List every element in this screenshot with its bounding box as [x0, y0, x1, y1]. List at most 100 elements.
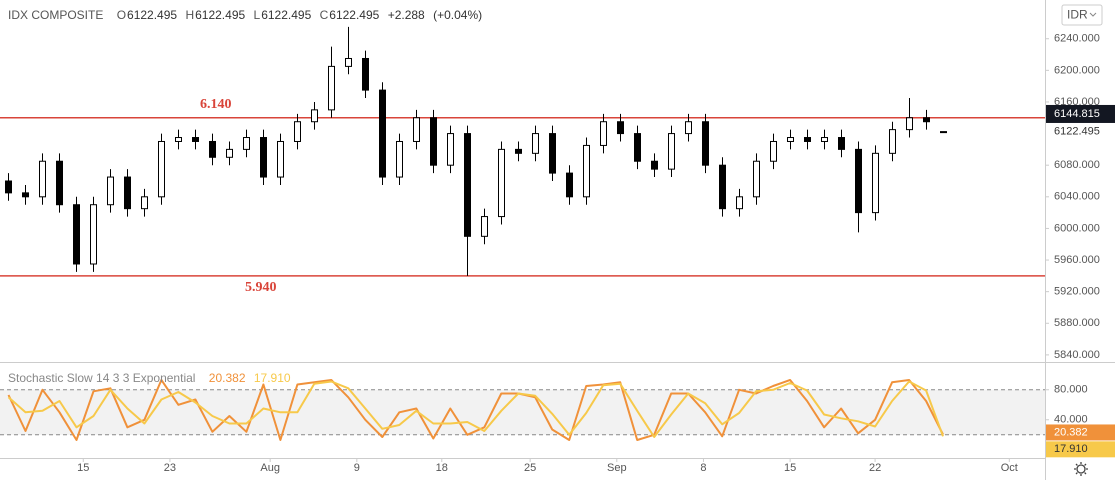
currency-selector[interactable]: [1061, 4, 1103, 26]
x-tick-label: Aug: [260, 462, 280, 474]
candle-body: [753, 160, 760, 198]
candle-body: [141, 196, 148, 210]
ohlc-letter: H: [185, 8, 195, 22]
y-tick-label: 80.000: [1054, 384, 1088, 396]
x-tick-label: 9: [354, 462, 360, 474]
candle-body: [940, 131, 947, 134]
settings-icon[interactable]: [1074, 462, 1088, 476]
candle-body: [311, 109, 318, 123]
y-tick-label: 6240.000: [1054, 33, 1100, 45]
price-marker-label: 6144.815: [1054, 108, 1100, 120]
currency[interactable]: IDR: [1067, 8, 1088, 22]
last-value-label: 20.382: [1054, 426, 1088, 438]
candle-body: [736, 196, 743, 210]
y-tick-label: 6040.000: [1054, 191, 1100, 203]
candle-body: [5, 180, 12, 194]
candle-body: [583, 144, 590, 198]
indicator-line: [7, 380, 944, 438]
candle-body: [719, 164, 726, 210]
candle-body: [889, 129, 896, 154]
last-price-box: [1046, 123, 1115, 140]
candle-body: [549, 133, 556, 174]
y-tick-label: 5840.000: [1054, 349, 1100, 361]
candle-body: [430, 117, 437, 166]
candle-body: [447, 133, 454, 166]
y-tick-label: 6200.000: [1054, 64, 1100, 76]
band-fill: [0, 389, 1045, 435]
candle-body: [685, 121, 692, 135]
change-percent: (+0.04%): [433, 8, 483, 22]
y-tick-label: 6080.000: [1054, 159, 1100, 171]
ohlc-value: 6122.495: [127, 8, 178, 22]
candle-body: [787, 137, 794, 142]
candle-body: [532, 133, 539, 154]
last-value-label: 17.910: [1054, 443, 1088, 455]
candle-body: [226, 148, 233, 158]
level-label: 6.140: [200, 97, 232, 112]
candle-body: [73, 204, 80, 265]
candle-body: [413, 117, 420, 142]
candle-body: [56, 160, 63, 206]
candle-body: [651, 160, 658, 170]
candle-body: [838, 137, 845, 150]
candle-body: [923, 117, 930, 123]
candle-body: [498, 148, 505, 218]
indicator-title: Stochastic Slow 14 3 3 Exponential: [8, 371, 196, 385]
candle-body: [22, 192, 29, 198]
candle-body: [668, 133, 675, 170]
candle-body: [362, 57, 369, 91]
ohlc-letter: O: [116, 8, 127, 22]
y-tick-label: 40.000: [1054, 414, 1088, 426]
last-price-label: 6122.495: [1054, 126, 1100, 138]
x-tick-label: 25: [524, 462, 536, 474]
candle-body: [90, 204, 97, 265]
candle-body: [379, 89, 386, 178]
plot-area: 6.140 5.940: [0, 26, 1045, 441]
x-tick-label: Sep: [607, 462, 627, 474]
candle-body: [260, 137, 267, 178]
candle-body: [617, 121, 624, 135]
candle-body: [821, 137, 828, 142]
candle-body: [634, 133, 641, 162]
d-value: 17.910: [253, 371, 291, 385]
y-tick-label: 5960.000: [1054, 254, 1100, 266]
y-tick-label: 6000.000: [1054, 222, 1100, 234]
candle-body: [175, 137, 182, 142]
ohlc-value: 6122.495: [261, 8, 312, 22]
candle-body: [39, 160, 46, 198]
candle-body: [209, 140, 216, 158]
candle-body: [464, 133, 471, 237]
x-tick-label: 15: [77, 462, 89, 474]
last-value-box: [1046, 441, 1115, 458]
candle-body: [855, 148, 862, 214]
candle-body: [702, 121, 709, 166]
candle-body: [515, 148, 522, 154]
x-tick-label: 18: [436, 462, 448, 474]
k-value: 20.382: [208, 371, 246, 385]
candle-body: [243, 137, 250, 150]
indicator-header: Stochastic Slow 14 3 3 Exponential 20.38…: [8, 371, 296, 385]
candle-body: [481, 216, 488, 237]
candle-body: [396, 140, 403, 178]
candle-body: [906, 117, 913, 131]
x-tick-label: 22: [869, 462, 881, 474]
price-marker-box: [1046, 104, 1115, 123]
candle-body: [192, 137, 199, 142]
x-tick-label: 23: [164, 462, 176, 474]
y-tick-label: 5920.000: [1054, 286, 1100, 298]
y-tick-label: 6160.000: [1054, 96, 1100, 108]
candle-body: [600, 121, 607, 146]
ohlc-value: 6122.495: [329, 8, 380, 22]
candle-body: [328, 65, 335, 111]
dropdown-arrow: [1089, 12, 1097, 17]
symbol-header: IDX COMPOSITE O6122.495 H6122.495 L6122.…: [8, 8, 487, 22]
candle-body: [804, 137, 811, 142]
x-tick-label: 8: [700, 462, 706, 474]
ohlc-value: 6122.495: [195, 8, 246, 22]
candle-body: [277, 140, 284, 178]
axis-bg: [1045, 0, 1115, 480]
candle-body: [566, 172, 573, 198]
candle-body: [158, 140, 165, 198]
